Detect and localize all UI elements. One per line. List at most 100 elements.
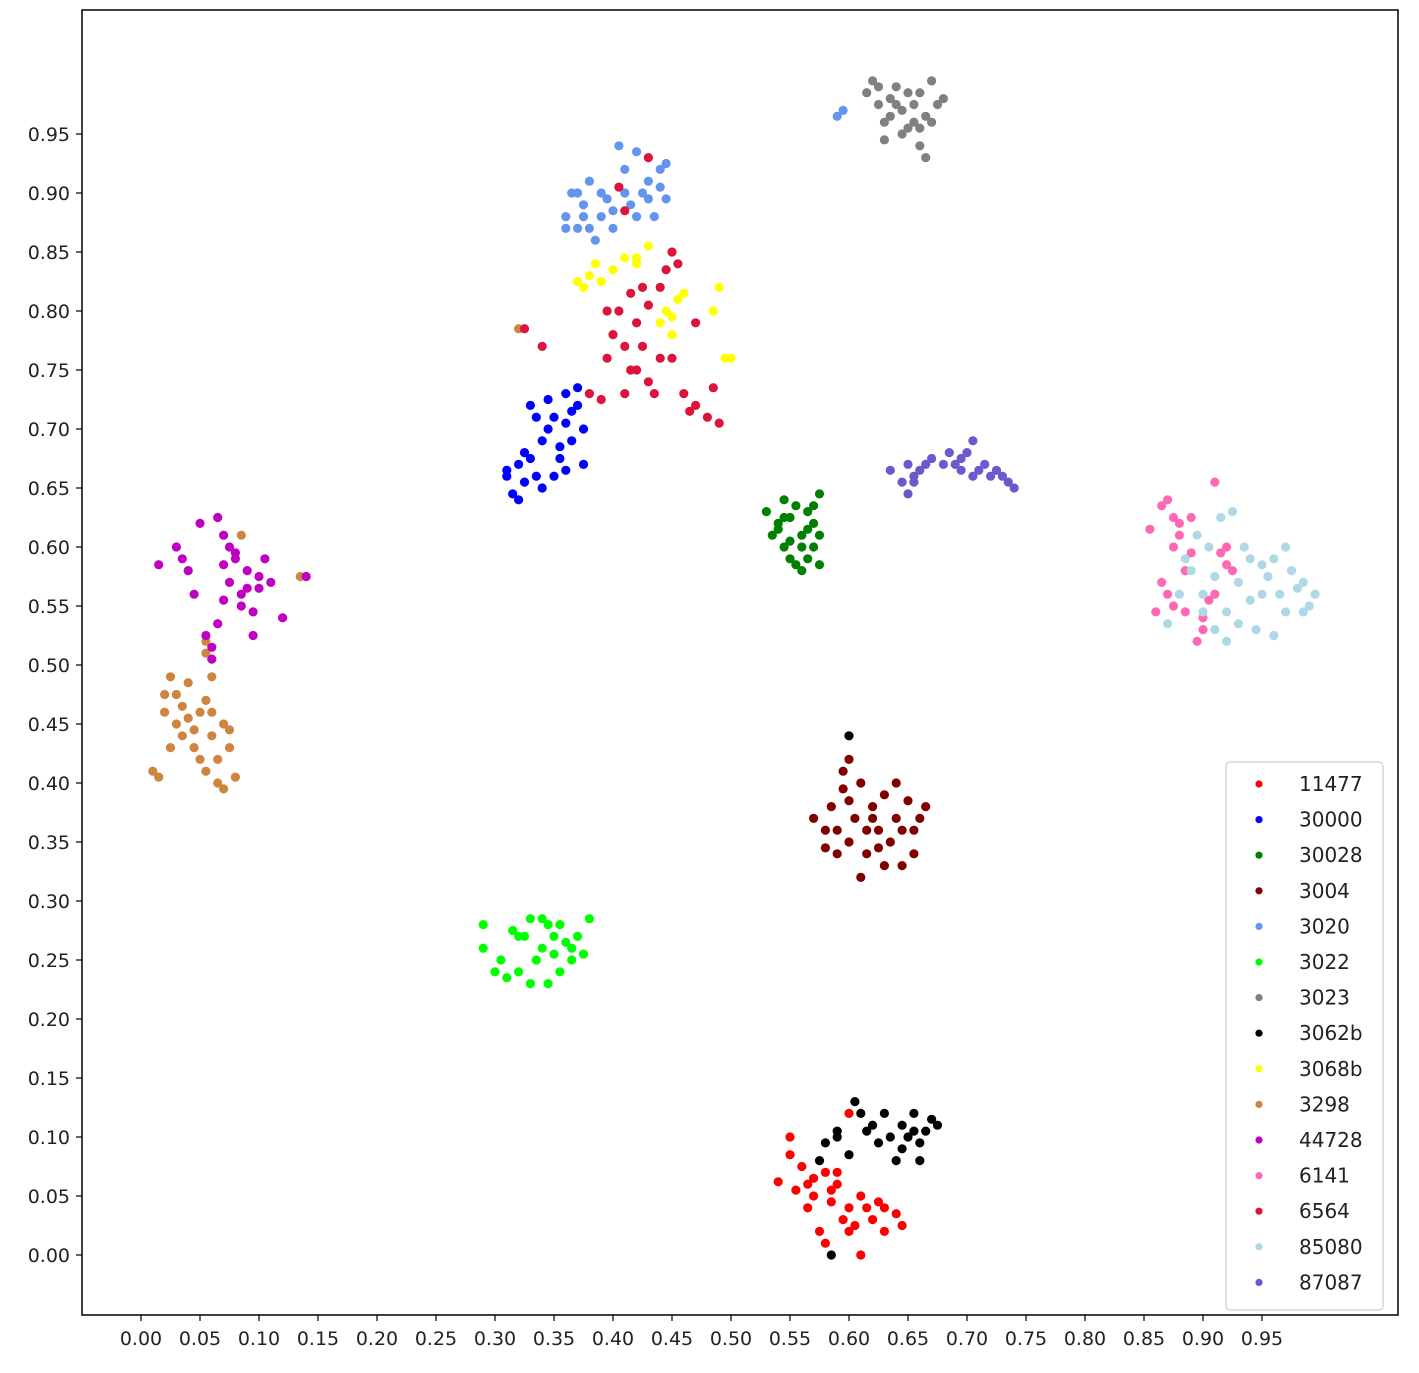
data-point: [573, 188, 583, 198]
data-point: [254, 583, 264, 593]
y-tick-label: 0.65: [28, 478, 70, 500]
data-point: [514, 931, 524, 942]
data-point: [543, 394, 553, 405]
data-point: [1281, 607, 1291, 617]
data-point: [708, 383, 718, 393]
data-point: [525, 453, 536, 464]
data-point: [1174, 589, 1184, 599]
data-point: [909, 477, 919, 487]
data-point: [844, 1226, 854, 1236]
x-tick-label: 0.80: [1064, 1328, 1106, 1350]
data-point: [714, 418, 724, 428]
data-point: [868, 1120, 878, 1130]
data-point: [791, 501, 801, 511]
data-point: [915, 813, 925, 824]
data-point: [1180, 607, 1190, 617]
data-point: [236, 601, 246, 611]
data-point: [1198, 589, 1208, 599]
legend-marker: [1255, 887, 1263, 895]
data-point: [207, 642, 217, 652]
data-point: [856, 872, 866, 883]
data-point: [891, 99, 901, 110]
data-point: [596, 394, 606, 405]
data-point: [1009, 483, 1019, 493]
series-3020: [561, 105, 848, 245]
legend-label: 44728: [1299, 1128, 1363, 1152]
series-30028: [761, 489, 825, 576]
legend-marker: [1255, 1100, 1263, 1108]
data-point: [555, 967, 565, 977]
data-point: [1163, 589, 1173, 599]
y-tick-label: 0.70: [28, 419, 70, 441]
data-point: [561, 465, 571, 475]
data-point: [1151, 607, 1161, 617]
data-point: [195, 754, 205, 765]
data-point: [702, 412, 713, 422]
data-point: [301, 571, 311, 582]
data-point: [803, 524, 813, 534]
data-point: [549, 949, 559, 959]
data-point: [862, 1126, 872, 1136]
data-point: [590, 235, 600, 245]
series-3062b: [814, 731, 943, 1260]
data-point: [1168, 542, 1179, 552]
data-point: [862, 849, 872, 859]
data-point: [832, 1179, 842, 1189]
x-tick-label: 0.05: [179, 1328, 221, 1350]
data-point: [991, 465, 1002, 475]
data-point: [897, 1144, 907, 1154]
data-point: [862, 825, 872, 835]
data-point: [944, 448, 954, 458]
data-point: [879, 790, 890, 800]
data-point: [171, 542, 181, 552]
data-point: [637, 282, 648, 292]
data-point: [1168, 512, 1179, 523]
data-point: [1163, 619, 1173, 629]
y-tick-label: 0.40: [28, 773, 70, 795]
x-axis: 0.00 0.05 0.10 0.15 0.20 0.25 0.30 0.35 0.40 0.45…: [120, 1315, 1283, 1350]
data-point: [561, 389, 571, 399]
data-point: [478, 943, 488, 953]
x-tick-label: 0.85: [1123, 1328, 1165, 1350]
data-point: [903, 796, 913, 806]
data-point: [897, 861, 907, 871]
data-point: [195, 518, 205, 529]
series-3022: [478, 914, 595, 989]
data-point: [632, 212, 642, 222]
series-87087: [885, 436, 1019, 499]
data-point: [573, 223, 583, 233]
data-point: [1186, 512, 1196, 523]
data-point: [856, 1108, 866, 1118]
x-tick-label: 0.50: [710, 1328, 752, 1350]
x-tick-label: 0.65: [887, 1328, 929, 1350]
data-point: [189, 743, 199, 753]
data-point: [679, 389, 689, 399]
legend-box: [1225, 761, 1384, 1311]
data-point: [986, 471, 996, 481]
data-point: [968, 436, 978, 446]
data-point: [891, 778, 901, 788]
data-point: [779, 495, 789, 505]
data-point: [584, 223, 595, 233]
data-point: [531, 412, 541, 422]
legend-marker: [1255, 958, 1263, 966]
data-point: [980, 459, 990, 469]
data-point: [791, 1185, 801, 1195]
data-point: [177, 701, 187, 711]
legend-label: 3298: [1299, 1092, 1350, 1116]
data-point: [224, 542, 235, 552]
data-point: [868, 813, 878, 824]
data-point: [921, 153, 931, 163]
data-point: [1275, 589, 1285, 599]
data-point: [856, 1191, 866, 1201]
data-point: [219, 784, 229, 794]
data-point: [903, 459, 913, 469]
data-point: [519, 477, 530, 487]
data-point: [1257, 589, 1267, 599]
data-point: [1210, 571, 1220, 582]
data-point: [1186, 548, 1196, 558]
data-point: [903, 1132, 913, 1142]
series-6564: [519, 153, 724, 428]
data-point: [561, 223, 571, 233]
data-point: [803, 1203, 813, 1213]
